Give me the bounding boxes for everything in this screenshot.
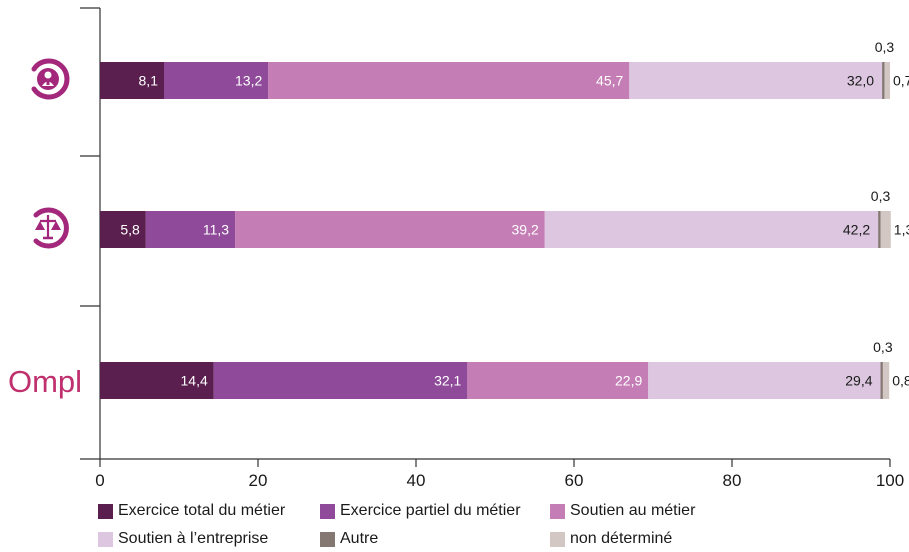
bar-segment bbox=[100, 211, 146, 248]
x-tick-label: 0 bbox=[95, 471, 104, 490]
legend-item: Soutien à l’entreprise bbox=[98, 530, 268, 548]
bar-segment bbox=[235, 211, 545, 248]
legend-item: Soutien au métier bbox=[550, 502, 695, 520]
bar-segment bbox=[145, 211, 236, 248]
legend-item: non déterminé bbox=[550, 530, 672, 548]
legend-item: Autre bbox=[320, 530, 378, 548]
bar-segment bbox=[882, 62, 885, 99]
data-label: 42,2 bbox=[843, 222, 870, 238]
legend-label: Autre bbox=[340, 530, 379, 547]
x-tick-label: 80 bbox=[723, 471, 742, 490]
bar-segment bbox=[544, 211, 879, 248]
data-label: 0,3 bbox=[873, 339, 893, 355]
data-label: 32,0 bbox=[847, 73, 874, 89]
legend-swatch bbox=[550, 531, 565, 547]
x-tick-labels: 0 20 40 60 80 100 bbox=[95, 471, 904, 490]
row-icons bbox=[31, 58, 70, 249]
bar-segment bbox=[100, 362, 214, 399]
bar-segment bbox=[268, 62, 630, 99]
bars bbox=[100, 62, 891, 399]
bar-segment bbox=[884, 62, 890, 99]
ompl-logo: Ompl bbox=[8, 364, 82, 399]
bar-segment bbox=[878, 211, 881, 248]
bar-segment bbox=[213, 362, 468, 399]
legend-label: Soutien à l’entreprise bbox=[118, 530, 269, 547]
x-tick-label: 40 bbox=[407, 471, 426, 490]
data-label: 14,4 bbox=[181, 373, 208, 389]
legend-item: Exercice partiel du métier bbox=[320, 502, 521, 520]
bar-segment bbox=[880, 211, 891, 248]
x-tick-label: 60 bbox=[565, 471, 584, 490]
data-label: 0,3 bbox=[875, 39, 895, 55]
data-label: 32,1 bbox=[434, 373, 461, 389]
data-label: 1,3 bbox=[894, 222, 909, 238]
legend-label: Exercice total du métier bbox=[118, 502, 286, 519]
bar-segment bbox=[880, 362, 883, 399]
data-label: 11,3 bbox=[203, 222, 229, 238]
data-label: 0,8 bbox=[892, 373, 909, 389]
data-label: 0,7 bbox=[893, 73, 909, 89]
bar-segment bbox=[467, 362, 649, 399]
bar-segment bbox=[629, 62, 883, 99]
user-circle-icon bbox=[31, 58, 70, 100]
legend-swatch bbox=[320, 503, 335, 519]
scales-of-justice-icon bbox=[33, 207, 69, 249]
bar-segment bbox=[648, 362, 881, 399]
legend-item: Exercice total du métier bbox=[98, 502, 285, 520]
data-label: 45,7 bbox=[596, 73, 623, 89]
legend-label: Exercice partiel du métier bbox=[340, 502, 521, 519]
legend-label: non déterminé bbox=[570, 530, 673, 547]
legend-swatch bbox=[320, 531, 335, 547]
bar-segment bbox=[882, 362, 890, 399]
data-label: 8,1 bbox=[139, 73, 159, 89]
legend-swatch bbox=[98, 531, 113, 547]
data-label: 0,3 bbox=[871, 188, 891, 204]
segment-labels: 8,1 13,2 45,7 32,0 0,3 0,7 5,8 11,3 39,2 42,2 0,3 1… bbox=[120, 39, 909, 389]
x-tick-label: 100 bbox=[876, 471, 904, 490]
bar-segment bbox=[163, 62, 269, 99]
data-label: 13,2 bbox=[235, 73, 262, 89]
data-label: 39,2 bbox=[512, 222, 539, 238]
legend-swatch bbox=[550, 503, 565, 519]
data-label: 5,8 bbox=[120, 222, 140, 238]
bar-segment bbox=[100, 62, 164, 99]
legend-label: Soutien au métier bbox=[570, 502, 696, 519]
x-tick-label: 20 bbox=[249, 471, 268, 490]
data-label: 22,9 bbox=[615, 373, 642, 389]
data-label: 29,4 bbox=[845, 373, 872, 389]
legend-swatch bbox=[98, 503, 113, 519]
